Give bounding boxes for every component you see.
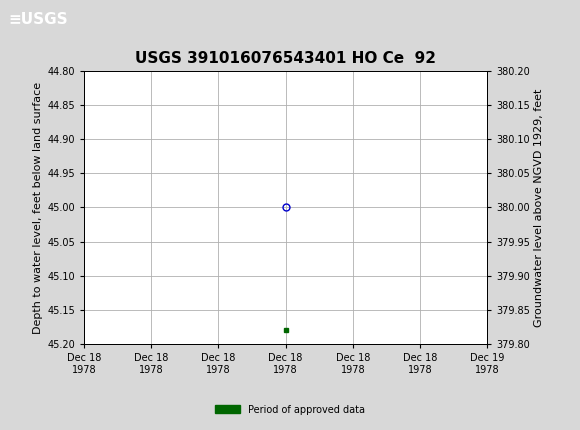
- Y-axis label: Depth to water level, feet below land surface: Depth to water level, feet below land su…: [33, 81, 43, 334]
- Legend: Period of approved data: Period of approved data: [212, 401, 368, 419]
- Y-axis label: Groundwater level above NGVD 1929, feet: Groundwater level above NGVD 1929, feet: [534, 88, 544, 327]
- Title: USGS 391016076543401 HO Ce  92: USGS 391016076543401 HO Ce 92: [135, 51, 436, 66]
- Text: ≡USGS: ≡USGS: [9, 12, 68, 27]
